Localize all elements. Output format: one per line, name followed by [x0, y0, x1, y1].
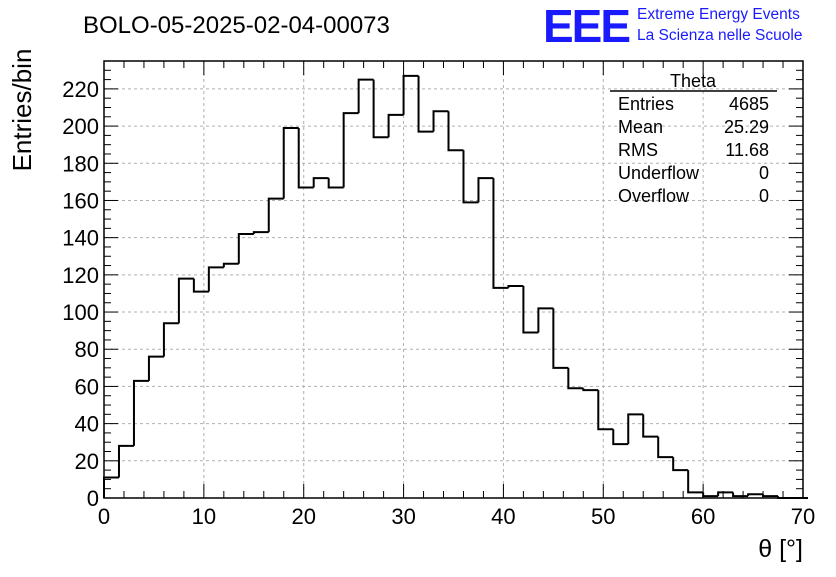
- histogram-bin: [252, 231, 269, 234]
- grid-lines: [104, 61, 803, 498]
- x-tick-label: 10: [192, 504, 216, 529]
- histogram-bin: [327, 178, 344, 189]
- x-tick-label: 60: [691, 504, 715, 529]
- stats-label-rms: RMS: [618, 140, 658, 160]
- histogram-bin: [267, 197, 284, 233]
- histogram-bin: [627, 413, 644, 445]
- histogram-bin: [447, 111, 464, 152]
- y-tick-label: 120: [62, 263, 99, 288]
- histogram-bin: [162, 322, 179, 357]
- y-tick-label: 40: [75, 412, 99, 437]
- y-tick-label: 140: [62, 226, 99, 251]
- histogram-bin: [732, 492, 749, 498]
- histogram-bin: [747, 493, 764, 497]
- histogram-bin: [387, 113, 404, 138]
- histogram-bin: [177, 277, 194, 324]
- histogram-bin: [567, 367, 584, 390]
- histogram-bin: [207, 266, 224, 292]
- logo-subtitle-line1: Extreme Energy Events: [637, 6, 800, 23]
- stats-value-overflow: 0: [759, 186, 769, 206]
- y-tick-label: 100: [62, 300, 99, 325]
- histogram-bin: [597, 390, 614, 431]
- stats-value-mean: 25.29: [724, 117, 769, 137]
- x-tick-label: 0: [98, 504, 110, 529]
- histogram-bin: [687, 470, 704, 494]
- histogram-bin: [612, 429, 629, 446]
- histogram-bin: [417, 75, 434, 133]
- stats-label-entries: Entries: [618, 94, 674, 114]
- histogram-bin: [297, 127, 314, 189]
- x-tick-label: 40: [491, 504, 515, 529]
- y-tick-label: 20: [75, 449, 99, 474]
- stats-value-rms: 11.68: [725, 140, 769, 160]
- y-tick-label: 60: [75, 374, 99, 399]
- chart-title: BOLO-05-2025-02-04-00073: [83, 12, 390, 39]
- histogram-bin: [642, 414, 659, 438]
- x-tick-label: 30: [391, 504, 415, 529]
- stats-box-title: Theta: [670, 71, 717, 91]
- histogram-bin: [432, 110, 449, 132]
- histogram-bin: [672, 457, 689, 472]
- histogram-bin: [192, 278, 209, 293]
- stats-box: Theta Entries 4685 Mean 25.29 RMS 11.68 …: [610, 71, 777, 206]
- histogram-bin: [342, 112, 359, 188]
- histogram-bin: [702, 492, 719, 498]
- stats-value-entries: 4685: [729, 94, 769, 114]
- histogram-bin: [117, 444, 134, 478]
- stats-value-underflow: 0: [759, 163, 769, 183]
- histogram-bin: [717, 491, 734, 497]
- axis-ticks: [103, 60, 804, 499]
- histogram-bin: [477, 177, 494, 203]
- y-tick-label: 180: [62, 151, 99, 176]
- histogram-bin: [462, 150, 479, 204]
- y-tick-label: 200: [62, 114, 99, 139]
- histogram-bin: [657, 436, 674, 459]
- y-tick-label: 0: [87, 486, 99, 511]
- axis-tick-labels: 0 10 20 30 40 50 60 70 0 20 40 60 80 100 120 140 160 180 2…: [62, 77, 815, 529]
- histogram-bin: [507, 285, 524, 288]
- histogram-bin: [372, 79, 389, 139]
- y-tick-label: 160: [62, 188, 99, 213]
- histogram-bin: [522, 286, 539, 334]
- histogram-bin: [537, 307, 554, 333]
- histogram-bin: [402, 74, 419, 115]
- x-axis-label: θ [°]: [758, 535, 803, 563]
- histogram-bin: [147, 355, 164, 381]
- histogram-bin: [552, 308, 569, 369]
- histogram-bin: [762, 494, 779, 498]
- x-tick-label: 50: [591, 504, 615, 529]
- x-tick-label: 20: [291, 504, 315, 529]
- plot-frame: [103, 60, 804, 499]
- eee-logo: EEE: [543, 0, 629, 52]
- plot-border: [103, 60, 804, 499]
- stats-label-overflow: Overflow: [618, 186, 690, 206]
- histogram-bin: [237, 232, 254, 264]
- x-tick-label: 70: [791, 504, 815, 529]
- y-tick-label: 80: [75, 337, 99, 362]
- histogram-bin: [282, 126, 299, 199]
- histogram-bin: [312, 177, 329, 188]
- histogram-bin: [103, 476, 119, 498]
- histogram-bin: [132, 379, 149, 446]
- histogram-bin: [492, 178, 509, 289]
- y-tick-label: 220: [62, 77, 99, 102]
- stats-label-underflow: Underflow: [618, 163, 700, 183]
- stats-label-mean: Mean: [618, 117, 663, 137]
- logo-subtitle-line2: La Scienza nelle Scuole: [637, 27, 802, 44]
- y-axis-label: Entries/bin: [7, 49, 37, 172]
- histogram-series: [103, 74, 808, 499]
- histogram-bin: [357, 78, 374, 114]
- histogram-bin: [222, 262, 239, 268]
- histogram-bin: [582, 388, 599, 392]
